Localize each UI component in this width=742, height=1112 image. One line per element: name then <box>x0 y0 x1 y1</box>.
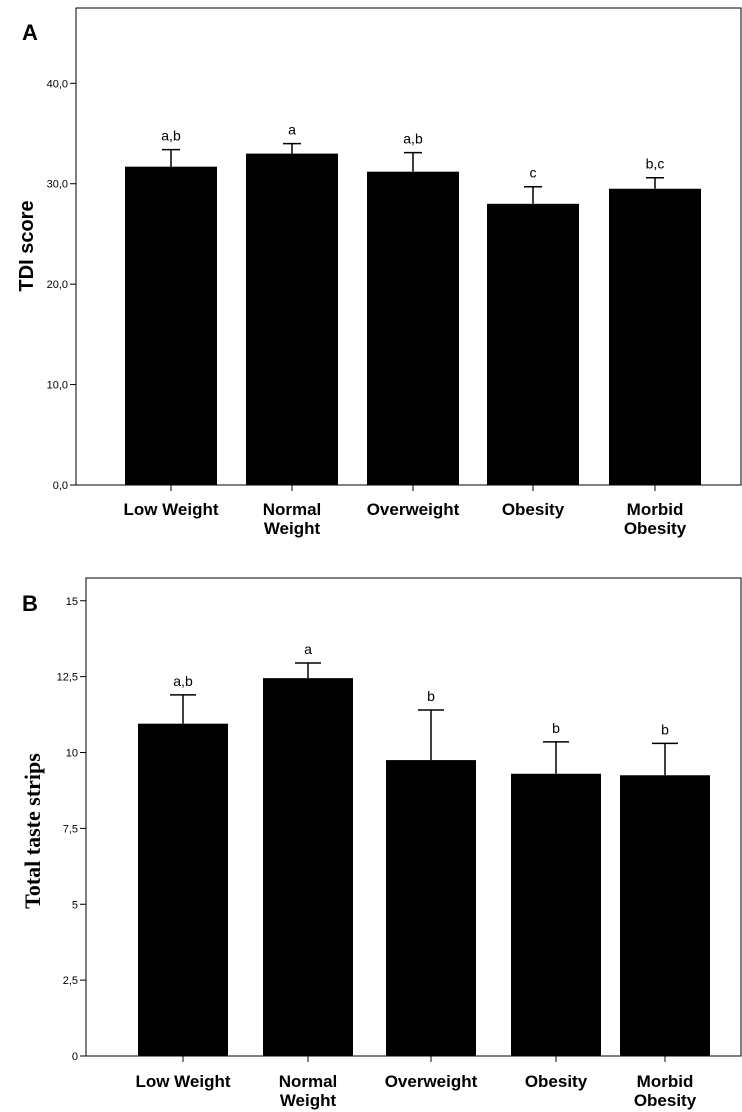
category-label-line: Weight <box>280 1091 337 1110</box>
category-label-line: Weight <box>264 519 321 538</box>
panel-a: A 0,0 10,0 20,0 30,0 40,0 TDI score a,b Low Weig… <box>16 7 742 538</box>
significance-label: a <box>304 641 312 657</box>
y-axis-label: Total taste strips <box>20 753 45 909</box>
y-tick-label: 0,0 <box>53 480 68 492</box>
y-tick-label: 0 <box>72 1051 78 1063</box>
panel-b: B 0 2,5 5 7,5 10 12,5 15 Total taste strips a,b Lo… <box>20 577 742 1110</box>
category-label-line: Obesity <box>634 1091 697 1110</box>
y-tick-label: 10,0 <box>47 380 68 392</box>
bar <box>620 775 710 1056</box>
y-tick-label: 12,5 <box>57 672 78 684</box>
significance-label: c <box>530 165 537 181</box>
bar <box>263 678 353 1056</box>
y-tick-label: 15 <box>66 596 78 608</box>
category-label: Overweight <box>385 1072 478 1091</box>
category-label: Normal Weight <box>279 1072 338 1110</box>
y-tick-label: 40,0 <box>47 78 68 90</box>
y-axis-label: TDI score <box>16 200 38 291</box>
category-label: Obesity <box>525 1072 588 1091</box>
y-tick-label: 20,0 <box>47 279 68 291</box>
y-tick-label: 5 <box>72 899 78 911</box>
significance-label: a,b <box>161 128 181 144</box>
bar <box>386 760 476 1056</box>
panel-letter: A <box>22 20 38 45</box>
bar <box>609 188 701 486</box>
category-label-line: Normal <box>263 500 322 519</box>
category-label-line: Low Weight <box>135 1072 230 1091</box>
category-label-line: Obesity <box>525 1072 588 1091</box>
category-label: Overweight <box>367 500 460 519</box>
y-tick-label: 7,5 <box>63 823 78 835</box>
category-label-line: Morbid <box>637 1072 694 1091</box>
significance-label: b,c <box>646 156 665 172</box>
significance-label: b <box>661 721 669 737</box>
category-label: Low Weight <box>135 1072 230 1091</box>
category-label-line: Morbid <box>627 500 684 519</box>
panel-letter: B <box>22 591 38 616</box>
category-label-line: Obesity <box>502 500 565 519</box>
significance-label: b <box>427 688 435 704</box>
bar <box>511 773 601 1056</box>
bar <box>367 171 459 485</box>
category-label-line: Overweight <box>385 1072 478 1091</box>
category-label: Obesity <box>502 500 565 519</box>
y-tick-label: 2,5 <box>63 975 78 987</box>
significance-label: a,b <box>403 131 423 147</box>
bar <box>246 153 338 485</box>
category-label-line: Overweight <box>367 500 460 519</box>
category-label-line: Normal <box>279 1072 338 1091</box>
category-label: Normal Weight <box>263 500 322 538</box>
bar <box>487 203 579 486</box>
y-tick-label: 30,0 <box>47 179 68 191</box>
bar <box>125 166 217 485</box>
category-label-line: Obesity <box>624 519 687 538</box>
significance-label: a <box>288 122 296 138</box>
y-tick-label: 10 <box>66 748 78 760</box>
bar <box>138 723 228 1056</box>
category-label: Morbid Obesity <box>624 500 687 538</box>
category-label-line: Low Weight <box>123 500 218 519</box>
category-label: Morbid Obesity <box>634 1072 697 1110</box>
category-label: Low Weight <box>123 500 218 519</box>
significance-label: a,b <box>173 673 193 689</box>
significance-label: b <box>552 720 560 736</box>
